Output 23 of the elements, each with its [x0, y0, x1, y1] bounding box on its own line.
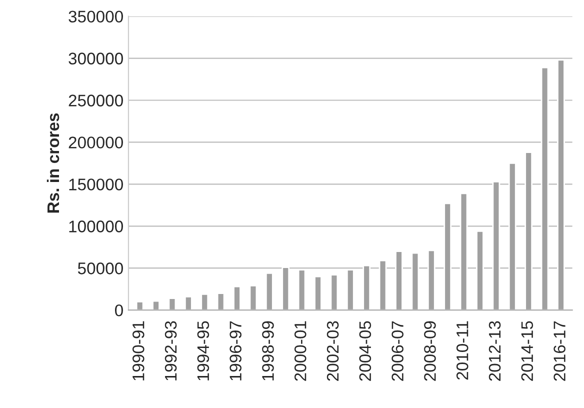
x-tick-label: 1992-93	[164, 321, 177, 380]
y-tick-label: 300000	[68, 52, 123, 64]
y-tick-label: 150000	[69, 178, 123, 190]
x-tick-label: 2016-17	[554, 321, 566, 381]
x-tick-label: 2004-05	[359, 321, 372, 381]
x-tick-label: 2012-13	[488, 321, 501, 381]
x-tick-label: 2010-11	[456, 321, 468, 380]
x-tick-label: 2002-03	[326, 321, 339, 381]
y-tick-label: 350000	[68, 10, 123, 23]
y-tick-label: 0	[115, 304, 123, 316]
x-tick-label: 2000-01	[294, 321, 306, 381]
x-tick-label: 1996-97	[230, 321, 242, 380]
x-tick-label: 2014-15	[521, 321, 534, 381]
x-tick-label: 2006-07	[392, 321, 404, 381]
x-tick-label: 1990-91	[132, 321, 144, 380]
x-tick-label: 1998-99	[262, 321, 274, 380]
y-tick-label: 250000	[68, 94, 123, 106]
y-tick-label: 50000	[78, 262, 123, 274]
x-tick-label: 1994-95	[197, 321, 210, 380]
y-axis-title: Rs. in crores	[46, 113, 60, 213]
y-tick-label: 200000	[68, 136, 123, 148]
x-tick-label: 2008-09	[424, 321, 436, 381]
y-tick-label: 100000	[69, 220, 123, 232]
